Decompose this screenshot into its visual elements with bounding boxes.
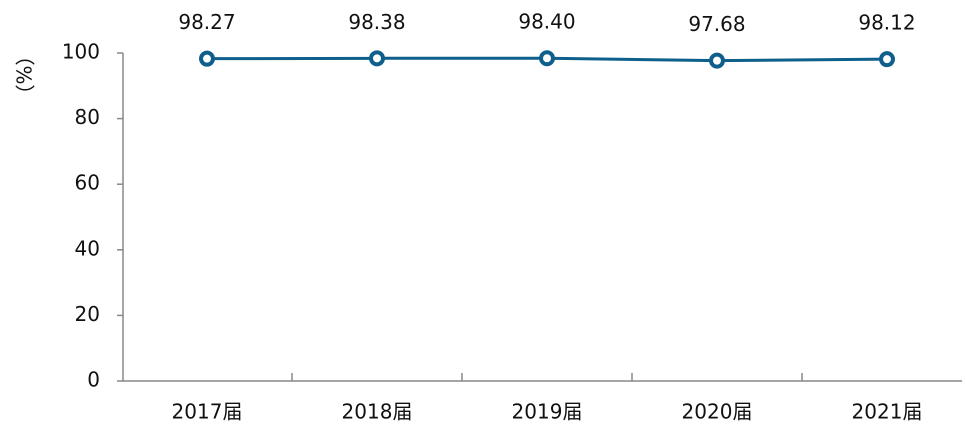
data-label: 97.68 xyxy=(688,12,745,36)
point xyxy=(879,51,895,68)
point xyxy=(369,50,385,67)
x-tick-label: 2017届 xyxy=(172,400,243,424)
data-label: 98.12 xyxy=(858,11,915,35)
data-label: 98.40 xyxy=(518,10,575,34)
point xyxy=(539,50,555,67)
x-tick-label: 2021届 xyxy=(852,400,923,424)
y-tick-label: 100 xyxy=(62,40,100,64)
y-tick-label: 0 xyxy=(87,368,100,392)
y-tick-label: 20 xyxy=(75,302,100,326)
y-tick-label: 80 xyxy=(75,105,100,129)
x-tick-label: 2018届 xyxy=(342,400,413,424)
y-tick-label: 60 xyxy=(75,171,100,195)
x-tick-label: 2019届 xyxy=(512,400,583,424)
point xyxy=(709,52,725,69)
y-axis-label: （%） xyxy=(12,45,36,104)
data-label: 98.27 xyxy=(178,10,235,34)
x-tick-label: 2020届 xyxy=(682,400,753,424)
y-tick-label: 40 xyxy=(75,236,100,260)
point xyxy=(199,50,215,67)
data-label: 98.38 xyxy=(348,10,405,34)
